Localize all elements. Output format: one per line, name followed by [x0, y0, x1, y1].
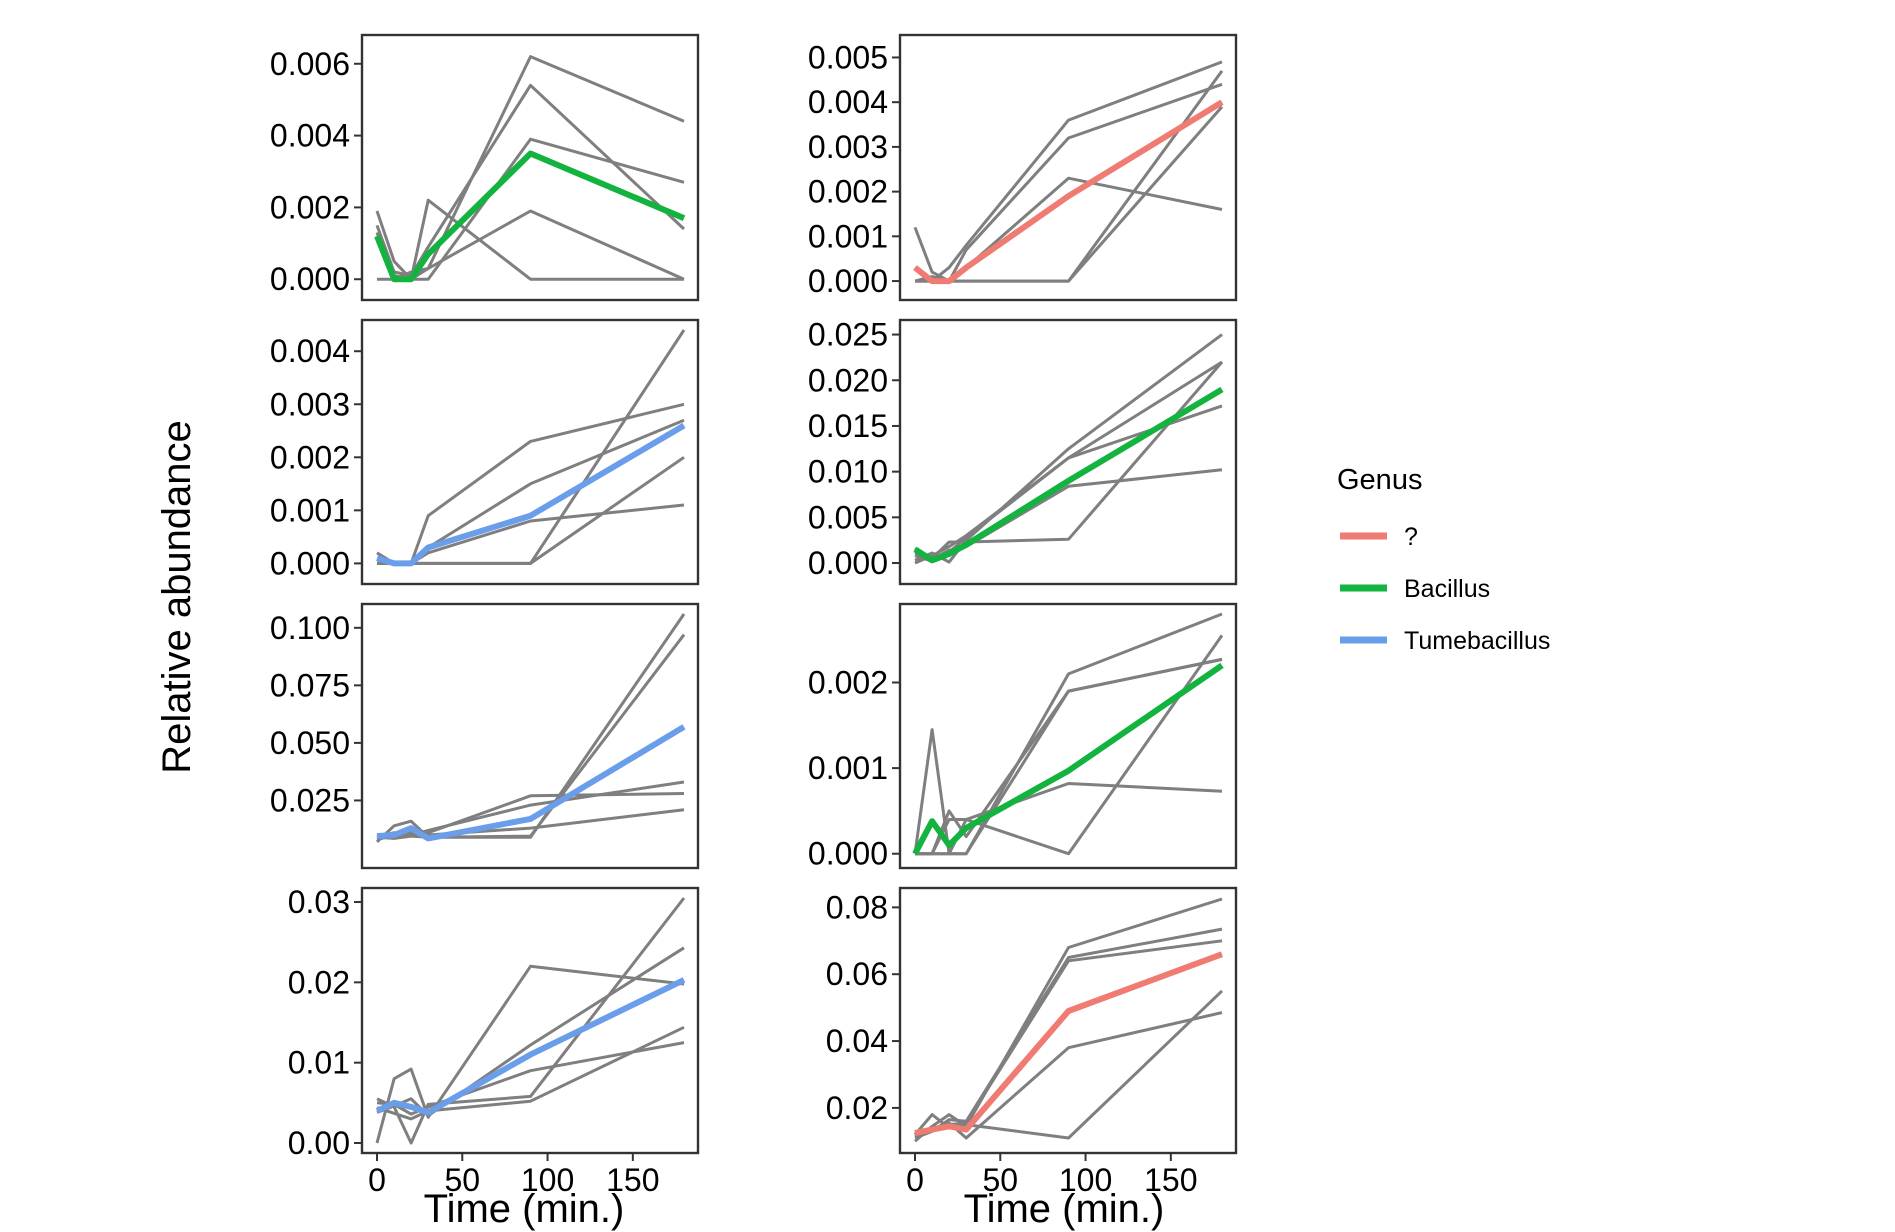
panel-0-y-tick-label-1: 0.002: [270, 189, 350, 225]
panel-4-y-tick-label-1: 0.050: [270, 725, 350, 761]
panel-1-y-tick-label-4: 0.004: [808, 84, 888, 120]
panel-6-replicate-line-0: [375, 964, 685, 1144]
panel-6-mean-line: [375, 977, 686, 1116]
panel-2-y-tick-label-2: 0.002: [270, 439, 350, 475]
panel-4-mean-line: [376, 724, 686, 842]
panel-4-replicate-line-1: [376, 633, 686, 840]
panel-7-y-tick-label-2: 0.06: [826, 956, 888, 992]
panel-6-border: [360, 886, 700, 1155]
panel-2-y-tick-label-4: 0.004: [270, 333, 350, 369]
panel-5: 0.000 0.001 0.002: [808, 602, 1238, 872]
panel-7-x-tick-label-2: 100: [1059, 1162, 1112, 1198]
panel-5-y-tick-label-0: 0.000: [808, 836, 888, 872]
panel-1-mean-line: [913, 99, 1224, 285]
panel-1-y-tick-label-5: 0.005: [808, 39, 888, 75]
panel-5-mean-line: [912, 662, 1224, 856]
panel-0-replicate-line-2: [375, 83, 686, 278]
panel-6: 0.00 0.01 0.02 0.03 0 50 100 150: [288, 884, 700, 1198]
x-axis-title-left: Time (min.): [424, 1187, 625, 1231]
panel-0-replicate-line-0: [375, 198, 684, 281]
panel-6-y-tick-label-3: 0.03: [288, 884, 350, 920]
panel-0-y-tick-label-2: 0.004: [270, 118, 350, 154]
panel-4-y-tick-label-3: 0.100: [270, 610, 350, 646]
panel-5-replicate-line-4: [915, 657, 1223, 856]
panel-6-x-tick-label-3: 150: [606, 1162, 659, 1198]
panel-6-y-tick-label-2: 0.02: [288, 964, 350, 1000]
panel-5-replicate-line-0: [915, 612, 1223, 856]
panel-2-y-tick-label-3: 0.003: [270, 386, 350, 422]
panel-6-y-tick-label-0: 0.00: [288, 1125, 350, 1161]
panel-6-y-tick-label-1: 0.01: [288, 1045, 350, 1081]
panel-6-x-tick-label-0: 0: [368, 1162, 386, 1198]
panel-3-y-tick-label-0: 0.000: [808, 545, 888, 581]
panel-1-y-tick-label-2: 0.002: [808, 174, 888, 210]
panel-3: 0.000 0.005 0.010 0.015 0.020 0.025: [808, 317, 1238, 586]
panel-2-y-tick-label-0: 0.000: [270, 545, 350, 581]
panel-4-replicate-line-0: [375, 613, 686, 843]
panel-5-replicate-line-2: [915, 657, 1223, 856]
panel-3-mean-line: [913, 386, 1224, 564]
panel-7-y-tick-label-0: 0.02: [826, 1090, 888, 1126]
panel-7: 0.02 0.04 0.06 0.08 0 50 100 150: [826, 886, 1238, 1198]
panel-0-y-tick-label-3: 0.006: [270, 46, 350, 82]
panel-3-border: [898, 318, 1238, 586]
panel-0: 0.000 0.002 0.004 0.006: [270, 33, 700, 302]
panel-7-replicate-line-0: [914, 897, 1223, 1143]
panel-5-border: [898, 602, 1238, 870]
panel-2-y-tick-label-1: 0.001: [270, 492, 350, 528]
panel-3-y-tick-label-3: 0.015: [808, 408, 888, 444]
panel-6-x-tick-label-1: 50: [444, 1162, 480, 1198]
panel-7-y-tick-label-3: 0.08: [826, 889, 888, 925]
panel-6-replicate-line-3: [376, 1025, 685, 1121]
panel-2: 0.000 0.001 0.002 0.003 0.004: [270, 318, 700, 586]
panel-4-border: [360, 602, 700, 870]
panel-1-replicate-line-1: [914, 60, 1223, 283]
panel-4-y-tick-label-2: 0.075: [270, 667, 350, 703]
panel-1: 0.000 0.001 0.002 0.003 0.004 0.005: [808, 33, 1238, 302]
panel-4: 0.025 0.050 0.075 0.100: [270, 602, 700, 870]
panel-6-replicate-line-2: [376, 946, 685, 1118]
panel-3-y-tick-label-2: 0.010: [808, 454, 888, 490]
x-axis-title-right: Time (min.): [964, 1187, 1165, 1231]
panel-7-replicate-line-1: [914, 1011, 1223, 1140]
panel-2-border: [360, 318, 700, 586]
panel-0-y-tick-label-0: 0.000: [270, 261, 350, 297]
panel-5-y-tick-label-1: 0.001: [808, 750, 888, 786]
panel-5-y-tick-label-2: 0.002: [808, 664, 888, 700]
legend-title: Genus: [1337, 464, 1422, 496]
panel-1-border: [898, 33, 1238, 302]
legend-label-tumebacillus: Tumebacillus: [1404, 627, 1550, 655]
panel-1-y-tick-label-3: 0.003: [808, 129, 888, 165]
panel-7-border: [898, 886, 1238, 1155]
y-axis-title: Relative abundance: [155, 420, 199, 774]
panel-7-x-tick-label-0: 0: [906, 1162, 924, 1198]
panel-1-y-tick-label-1: 0.001: [808, 218, 888, 254]
panel-3-y-tick-label-1: 0.005: [808, 499, 888, 535]
panel-3-y-tick-label-5: 0.025: [808, 317, 888, 353]
panel-3-replicate-line-2: [914, 360, 1223, 563]
panel-6-x-tick-label-2: 100: [521, 1162, 574, 1198]
legend-label-unknown: ?: [1404, 523, 1418, 551]
panel-7-mean-line: [914, 951, 1224, 1136]
panel-0-mean-line: [374, 150, 686, 283]
panel-2-mean-line: [376, 422, 686, 567]
panels-layer: 0.0000.0020.0040.0060.0000.0010.0020.003…: [270, 33, 1238, 1198]
panel-7-x-tick-label-1: 50: [982, 1162, 1018, 1198]
panel-3-y-tick-label-4: 0.020: [808, 362, 888, 398]
legend: Genus ? Bacillus Tumebacillus: [1337, 464, 1550, 655]
panel-4-y-tick-label-0: 0.025: [270, 782, 350, 818]
legend-label-bacillus: Bacillus: [1404, 575, 1490, 603]
panel-1-y-tick-label-0: 0.000: [808, 263, 888, 299]
panel-7-x-tick-label-3: 150: [1144, 1162, 1197, 1198]
panel-7-y-tick-label-1: 0.04: [826, 1023, 888, 1059]
panel-3-replicate-line-1: [914, 333, 1223, 564]
panel-5-replicate-line-3: [915, 782, 1223, 856]
panel-0-border: [360, 33, 700, 302]
